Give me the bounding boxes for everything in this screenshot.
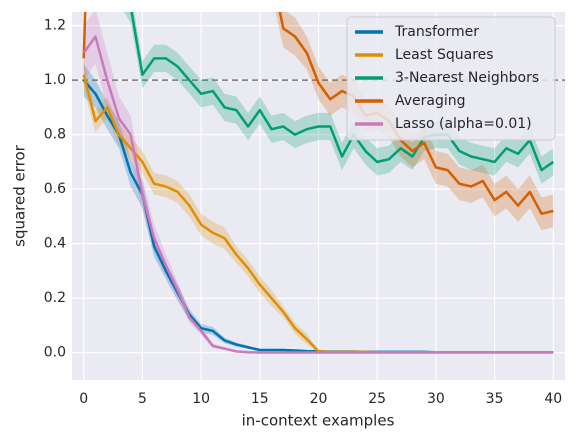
legend-label: 3-Nearest Neighbors xyxy=(395,70,539,86)
legend-label: Least Squares xyxy=(395,47,494,63)
confidence-band xyxy=(83,12,554,231)
legend: Transformer Least Squares 3-Nearest Neighb… xyxy=(346,16,556,141)
legend-label: Transformer xyxy=(394,24,479,40)
plot-content xyxy=(72,12,565,354)
x-tick-label: 40 xyxy=(544,391,562,407)
x-tick-label: 15 xyxy=(251,391,269,407)
x-tick-label: 30 xyxy=(427,391,445,407)
y-tick-label: 0.6 xyxy=(44,181,66,197)
legend-label: Averaging xyxy=(395,93,466,109)
series-line xyxy=(82,35,554,354)
legend-box xyxy=(346,16,556,141)
legend-label: Lasso (alpha=0.01) xyxy=(395,116,532,132)
confidence-band xyxy=(123,12,554,184)
y-axis-label: squared error xyxy=(11,144,29,247)
y-tick-label: 0.2 xyxy=(44,290,66,306)
y-tick-label: 0.0 xyxy=(44,345,66,361)
y-tick-label: 0.4 xyxy=(44,236,66,252)
x-axis-label: in-context examples xyxy=(242,412,395,430)
y-tick-label: 1.0 xyxy=(44,72,66,88)
y-tick-label: 1.2 xyxy=(44,18,66,34)
x-tick-label: 5 xyxy=(138,391,147,407)
x-tick-label: 25 xyxy=(368,391,386,407)
x-tick-label: 10 xyxy=(192,391,210,407)
x-tick-label: 20 xyxy=(310,391,328,407)
x-tick-label: 0 xyxy=(79,391,88,407)
series-line xyxy=(130,12,554,172)
series-line xyxy=(82,12,554,215)
y-tick-label: 0.8 xyxy=(44,127,66,143)
x-tick-label: 35 xyxy=(486,391,504,407)
